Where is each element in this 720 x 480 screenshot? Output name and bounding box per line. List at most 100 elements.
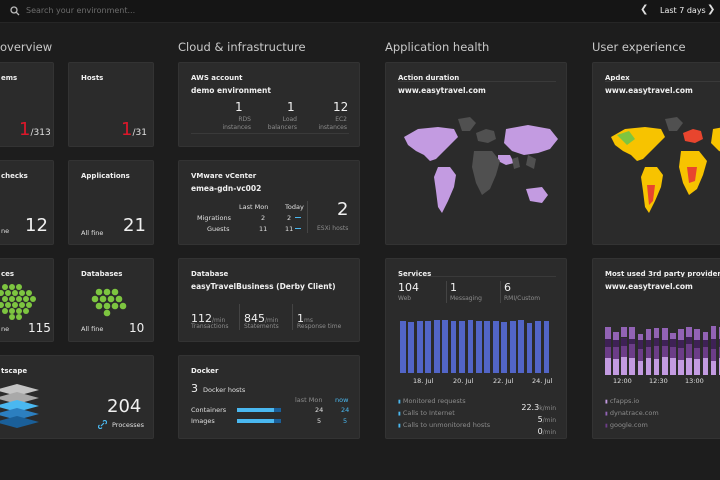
databases-hex-cluster-icon — [91, 288, 127, 317]
third-party-bar-segment — [621, 345, 627, 358]
containers-bar-track — [237, 408, 281, 412]
search-input[interactable]: Search your environment... — [26, 6, 136, 15]
statements-value: 845/min — [244, 312, 279, 325]
statements-label: Statements — [244, 323, 279, 330]
row-label: Guests — [207, 225, 230, 233]
third-party-bar-segment — [686, 327, 692, 338]
containers-now: 24 — [341, 406, 350, 414]
third-party-bar-segment — [605, 338, 611, 347]
third-party-providers-tile[interactable]: Most used 3rd party providers www.easytr… — [592, 258, 720, 439]
problems-tile[interactable]: ems 1/313 — [0, 62, 54, 147]
tile-value: 115 — [28, 321, 51, 335]
services-bar — [400, 321, 406, 373]
application-name: www.easytravel.com — [605, 282, 693, 291]
rmi-services-label: RMI/Custom — [504, 295, 541, 302]
docker-tile[interactable]: Docker 3 Docker hosts last Mon now Conta… — [178, 355, 360, 439]
apdex-tile[interactable]: Apdex www.easytravel.com — [592, 62, 720, 245]
x-axis-label: 13:00 — [685, 377, 704, 385]
third-party-bar-segment — [629, 327, 636, 339]
search-icon[interactable] — [10, 6, 20, 16]
trend-dash — [295, 228, 301, 229]
third-party-bar-segment — [710, 361, 717, 375]
services-bar — [476, 320, 482, 373]
metric-calls-to-unmonitored-hosts: ▮ Calls to unmonitored hosts — [398, 421, 491, 429]
metric-monitored-requests: ▮ Monitored requests — [398, 397, 466, 405]
timeframe-selector[interactable]: Last 7 days — [660, 6, 706, 15]
services-tile[interactable]: Services 104 Web 1 Messaging 6 RMI/Custo… — [385, 258, 567, 439]
tile-status: All fine — [81, 229, 104, 237]
third-party-bar-segment — [637, 361, 644, 375]
tile-title: Apdex — [605, 74, 630, 82]
web-services-count: 104 — [398, 281, 419, 294]
third-party-bar-segment — [670, 333, 676, 339]
guests-last: 11 — [259, 225, 268, 233]
third-party-bar-segment — [702, 358, 709, 375]
migrations-today: 2 — [287, 214, 292, 222]
third-party-bar-segment — [718, 327, 720, 339]
calls-to-internet-value: 5/min — [537, 415, 556, 424]
third-party-bar-segment — [621, 327, 627, 338]
third-party-bar-segment — [702, 340, 709, 347]
aws-rds-count: 1 — [235, 100, 243, 114]
databases-tile[interactable]: Databases All fine 10 — [68, 258, 154, 342]
tile-status: ne — [1, 227, 10, 235]
row-label: Images — [191, 417, 215, 425]
top-bar: Search your environment... ❮ Last 7 days… — [0, 0, 720, 23]
tile-title: Action duration — [398, 74, 460, 82]
third-party-bar-segment — [613, 347, 619, 360]
divider — [398, 81, 556, 82]
third-party-bar-segment — [702, 347, 709, 359]
third-party-bar-segment — [694, 339, 701, 349]
images-bar-fill — [237, 419, 275, 423]
services-bar — [467, 320, 474, 373]
third-party-bar-segment — [645, 340, 652, 347]
column-title-user-experience: User experience — [592, 40, 686, 54]
services-bar — [484, 321, 491, 373]
vmware-vcenter-tile[interactable]: VMware vCenter emea-gdn-vc002 Last Mon T… — [178, 160, 360, 245]
services-bar — [501, 322, 508, 373]
processes-label: Processes — [112, 421, 145, 429]
chevron-right-icon[interactable]: ❯ — [707, 4, 716, 15]
smartscape-tile[interactable]: tscape 204 Processes — [0, 355, 154, 439]
response-time-label: Response time — [297, 323, 342, 330]
action-duration-tile[interactable]: Action duration www.easytravel.com — [385, 62, 567, 245]
tile-title: ces — [1, 270, 15, 278]
services-overview-tile[interactable]: ces ne 115 — [0, 258, 54, 342]
tile-status: All fine — [81, 325, 104, 333]
services-hex-cluster-icon — [0, 284, 36, 320]
third-party-bar-segment — [670, 338, 676, 347]
row-label: Containers — [191, 406, 227, 414]
third-party-bar-segment — [686, 344, 692, 359]
applications-tile[interactable]: Applications All fine 21 — [68, 160, 154, 245]
chevron-left-icon[interactable]: ❮ — [640, 4, 649, 15]
third-party-bar-segment — [678, 348, 684, 361]
third-party-bar-segment — [621, 337, 627, 346]
third-party-bar-segment — [653, 359, 660, 375]
tile-title: VMware vCenter — [191, 172, 257, 180]
col-last-mon: Last Mon — [239, 203, 269, 211]
x-axis-label: 18. Jul — [413, 377, 434, 385]
aws-account-tile[interactable]: AWS account demo environment 1 RDS insta… — [178, 62, 360, 147]
services-bar — [492, 320, 499, 373]
third-party-stacked-chart — [605, 319, 720, 375]
problems-count: 1/313 — [19, 119, 51, 140]
third-party-bar-segment — [637, 348, 644, 361]
services-bar-chart — [400, 317, 552, 373]
transactions-label: Transactions — [191, 323, 229, 330]
divider — [307, 201, 308, 233]
third-party-bar-segment — [645, 358, 652, 375]
aws-ec2-count: 12 — [333, 100, 349, 114]
col-today: Today — [285, 203, 304, 211]
hosts-tile[interactable]: Hosts 1/31 — [68, 62, 154, 147]
column-title-application-health: Application health — [385, 40, 490, 54]
third-party-bar-segment — [613, 331, 619, 341]
synthetic-checks-tile[interactable]: checks ne 12 — [0, 160, 54, 245]
aws-ec2-label: EC2 instances — [318, 116, 347, 131]
images-bar-track — [237, 419, 281, 423]
database-tile[interactable]: Database easyTravelBusiness (Derby Clien… — [178, 258, 360, 342]
database-name: easyTravelBusiness (Derby Client) — [191, 282, 336, 291]
divider — [239, 304, 240, 330]
divider — [191, 133, 349, 134]
images-now: 5 — [343, 417, 348, 425]
third-party-bar-segment — [605, 347, 611, 359]
